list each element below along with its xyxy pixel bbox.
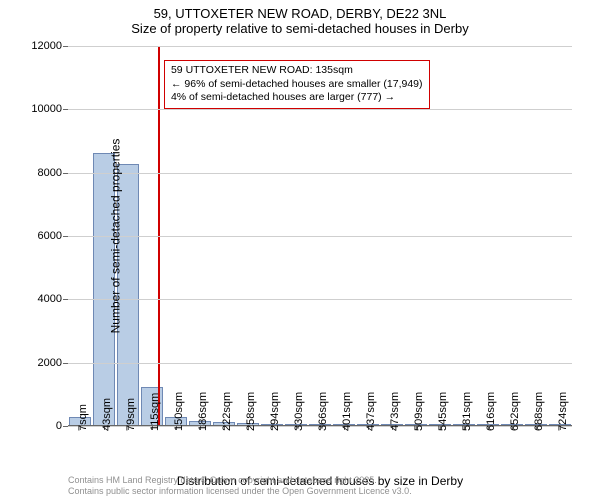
annotation-box: 59 UTTOXETER NEW ROAD: 135sqm ← 96% of s…	[164, 60, 430, 109]
x-tick-label: 330sqm	[293, 392, 305, 431]
y-tick-label: 8000	[38, 167, 68, 179]
y-tick-label: 6000	[38, 230, 68, 242]
x-tick-label: 509sqm	[413, 392, 425, 431]
x-tick-label: 294sqm	[269, 392, 281, 431]
gridline	[68, 236, 572, 237]
x-tick-label: 724sqm	[557, 392, 569, 431]
gridline	[68, 173, 572, 174]
x-tick-label: 7sqm	[77, 404, 89, 431]
title-line1: 59, UTTOXETER NEW ROAD, DERBY, DE22 3NL	[0, 6, 600, 21]
y-tick-label: 2000	[38, 357, 68, 369]
x-tick-label: 43sqm	[101, 398, 113, 431]
gridline	[68, 46, 572, 47]
x-tick-label: 186sqm	[197, 392, 209, 431]
x-tick-label: 473sqm	[389, 392, 401, 431]
gridline	[68, 299, 572, 300]
annotation-line-2: ← 96% of semi-detached houses are smalle…	[171, 78, 423, 92]
footer-attribution: Contains HM Land Registry data © Crown c…	[68, 475, 412, 498]
x-tick-label: 581sqm	[461, 392, 473, 431]
x-tick-label: 652sqm	[509, 392, 521, 431]
footer-line-2: Contains public sector information licen…	[68, 486, 412, 497]
chart-area: 59 UTTOXETER NEW ROAD: 135sqm ← 96% of s…	[68, 46, 572, 426]
x-tick-label: 401sqm	[341, 392, 353, 431]
x-tick-label: 222sqm	[221, 392, 233, 431]
y-tick-label: 10000	[31, 103, 68, 115]
annotation-line-3: 4% of semi-detached houses are larger (7…	[171, 91, 423, 105]
x-tick-label: 616sqm	[485, 392, 497, 431]
y-axis-label: Number of semi-detached properties	[108, 139, 122, 334]
plot-area: 59 UTTOXETER NEW ROAD: 135sqm ← 96% of s…	[68, 46, 572, 426]
x-tick-label: 79sqm	[125, 398, 137, 431]
chart-title-block: 59, UTTOXETER NEW ROAD, DERBY, DE22 3NL …	[0, 0, 600, 36]
x-tick-label: 688sqm	[533, 392, 545, 431]
footer-line-1: Contains HM Land Registry data © Crown c…	[68, 475, 412, 486]
x-tick-label: 545sqm	[437, 392, 449, 431]
x-tick-label: 115sqm	[149, 393, 161, 431]
y-tick-label: 12000	[31, 40, 68, 52]
x-tick-label: 437sqm	[365, 392, 377, 431]
x-tick-label: 258sqm	[245, 392, 257, 431]
x-tick-label: 366sqm	[317, 392, 329, 431]
y-tick-label: 4000	[38, 293, 68, 305]
y-tick-label: 0	[56, 420, 68, 432]
gridline	[68, 363, 572, 364]
annotation-line-1: 59 UTTOXETER NEW ROAD: 135sqm	[171, 64, 423, 78]
title-line2: Size of property relative to semi-detach…	[0, 21, 600, 36]
x-tick-label: 150sqm	[173, 392, 185, 431]
gridline	[68, 109, 572, 110]
